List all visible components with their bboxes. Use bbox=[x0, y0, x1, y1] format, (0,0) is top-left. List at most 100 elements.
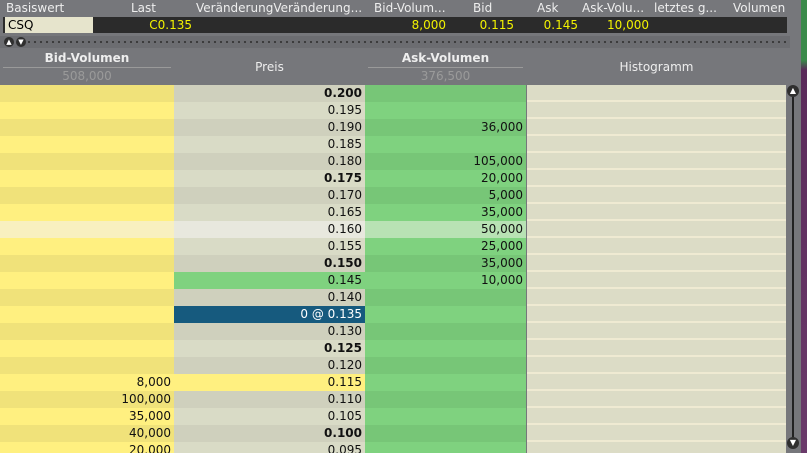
ask-volume-cell[interactable] bbox=[365, 102, 526, 119]
histogram-cell[interactable] bbox=[527, 136, 786, 153]
bid-volume-cell[interactable] bbox=[0, 204, 174, 221]
price-cell[interactable]: 0.145 bbox=[174, 272, 365, 289]
ladder-row[interactable]: 0.150 35,000 bbox=[0, 255, 786, 272]
ladder-row[interactable]: 8,000 0.115 bbox=[0, 374, 786, 391]
ask-volume-cell[interactable]: 36,000 bbox=[365, 119, 526, 136]
histogram-cell[interactable] bbox=[527, 391, 786, 408]
ask-volume-cell[interactable] bbox=[365, 340, 526, 357]
bid-volume-cell[interactable] bbox=[0, 323, 174, 340]
column-price[interactable]: Preis bbox=[255, 60, 284, 74]
ask-volume-cell[interactable] bbox=[365, 289, 526, 306]
header-veraenderung[interactable]: VeränderungVeränderung... bbox=[196, 1, 363, 15]
bid-volume-cell[interactable] bbox=[0, 221, 174, 238]
ask-volume-cell[interactable] bbox=[365, 136, 526, 153]
histogram-cell[interactable] bbox=[527, 289, 786, 306]
bid-volume-cell[interactable] bbox=[0, 102, 174, 119]
scroll-down-icon[interactable]: ▼ bbox=[787, 437, 799, 449]
histogram-cell[interactable] bbox=[527, 119, 786, 136]
ladder-row[interactable]: 0.165 35,000 bbox=[0, 204, 786, 221]
price-cell[interactable]: 0.160 bbox=[174, 221, 365, 238]
bid-volume-cell[interactable] bbox=[0, 289, 174, 306]
collapse-up-icon[interactable]: ▲ bbox=[4, 37, 14, 47]
ladder-row[interactable]: 0.170 5,000 bbox=[0, 187, 786, 204]
price-cell[interactable]: 0.110 bbox=[174, 391, 365, 408]
ask-volume-cell[interactable] bbox=[365, 85, 526, 102]
header-last[interactable]: Last bbox=[131, 1, 156, 15]
ask-volume-cell[interactable]: 25,000 bbox=[365, 238, 526, 255]
histogram-cell[interactable] bbox=[527, 221, 786, 238]
price-cell[interactable]: 0.140 bbox=[174, 289, 365, 306]
price-cell[interactable]: 0 @ 0.135 bbox=[174, 306, 365, 323]
histogram-cell[interactable] bbox=[527, 170, 786, 187]
histogram-cell[interactable] bbox=[527, 85, 786, 102]
ladder-row[interactable]: 100,000 0.110 bbox=[0, 391, 786, 408]
bid-volume-cell[interactable]: 35,000 bbox=[0, 408, 174, 425]
ladder-row[interactable]: 0.185 bbox=[0, 136, 786, 153]
bid-volume-cell[interactable] bbox=[0, 153, 174, 170]
histogram-cell[interactable] bbox=[527, 102, 786, 119]
bid-volume-cell[interactable]: 20,000 bbox=[0, 442, 174, 453]
splitter[interactable]: ▲ ▼ bbox=[0, 36, 790, 48]
ask-volume-cell[interactable] bbox=[365, 323, 526, 340]
header-bid-volume[interactable]: Bid-Volum... bbox=[374, 1, 446, 15]
header-ask-volume[interactable]: Ask-Volu... bbox=[582, 1, 645, 15]
quote-row[interactable]: CSQ C0.135 8,000 0.115 0.145 10,000 bbox=[3, 17, 787, 33]
bid-volume-cell[interactable]: 100,000 bbox=[0, 391, 174, 408]
ask-volume-cell[interactable] bbox=[365, 306, 526, 323]
ladder-row[interactable]: 0.200 bbox=[0, 85, 786, 102]
histogram-cell[interactable] bbox=[527, 374, 786, 391]
ladder-row[interactable]: 0.145 10,000 bbox=[0, 272, 786, 289]
ask-volume-cell[interactable] bbox=[365, 374, 526, 391]
histogram-cell[interactable] bbox=[527, 306, 786, 323]
ask-volume-cell[interactable]: 35,000 bbox=[365, 255, 526, 272]
bid-volume-cell[interactable] bbox=[0, 238, 174, 255]
ask-volume-cell[interactable]: 105,000 bbox=[365, 153, 526, 170]
bid-volume-cell[interactable] bbox=[0, 136, 174, 153]
histogram-cell[interactable] bbox=[527, 323, 786, 340]
bid-volume-cell[interactable] bbox=[0, 272, 174, 289]
histogram-cell[interactable] bbox=[527, 238, 786, 255]
bid-volume-cell[interactable] bbox=[0, 357, 174, 374]
symbol-cell[interactable]: CSQ bbox=[5, 17, 93, 33]
price-cell[interactable]: 0.155 bbox=[174, 238, 365, 255]
price-cell[interactable]: 0.125 bbox=[174, 340, 365, 357]
ladder-row[interactable]: 35,000 0.105 bbox=[0, 408, 786, 425]
histogram-cell[interactable] bbox=[527, 357, 786, 374]
price-cell[interactable]: 0.170 bbox=[174, 187, 365, 204]
price-cell[interactable]: 0.200 bbox=[174, 85, 365, 102]
bid-volume-cell[interactable]: 8,000 bbox=[0, 374, 174, 391]
header-basiswert[interactable]: Basiswert bbox=[6, 1, 65, 15]
ladder-row[interactable]: 0.160 50,000 bbox=[0, 221, 786, 238]
ask-volume-cell[interactable] bbox=[365, 425, 526, 442]
column-ask-volume[interactable]: Ask-Volumen 376,500 bbox=[365, 50, 526, 85]
bid-volume-cell[interactable] bbox=[0, 340, 174, 357]
scroll-up-icon[interactable]: ▲ bbox=[787, 85, 799, 97]
ladder-row[interactable]: 20,000 0.095 bbox=[0, 442, 786, 453]
column-bid-volume[interactable]: Bid-Volumen 508,000 bbox=[0, 50, 174, 85]
ladder-row[interactable]: 0.180 105,000 bbox=[0, 153, 786, 170]
ask-volume-cell[interactable]: 50,000 bbox=[365, 221, 526, 238]
histogram-cell[interactable] bbox=[527, 442, 786, 453]
header-letztes[interactable]: letztes g... bbox=[654, 1, 717, 15]
price-cell[interactable]: 0.100 bbox=[174, 425, 365, 442]
ask-volume-cell[interactable]: 5,000 bbox=[365, 187, 526, 204]
header-ask[interactable]: Ask bbox=[537, 1, 559, 15]
ladder-row[interactable]: 40,000 0.100 bbox=[0, 425, 786, 442]
price-cell[interactable]: 0.130 bbox=[174, 323, 365, 340]
ladder-row[interactable]: 0.125 bbox=[0, 340, 786, 357]
bid-volume-cell[interactable] bbox=[0, 187, 174, 204]
price-cell[interactable]: 0.190 bbox=[174, 119, 365, 136]
price-cell[interactable]: 0.175 bbox=[174, 170, 365, 187]
histogram-cell[interactable] bbox=[527, 153, 786, 170]
ladder-row[interactable]: 0 @ 0.135 bbox=[0, 306, 786, 323]
ask-volume-cell[interactable]: 20,000 bbox=[365, 170, 526, 187]
bid-volume-cell[interactable] bbox=[0, 85, 174, 102]
ask-volume-cell[interactable]: 35,000 bbox=[365, 204, 526, 221]
price-cell[interactable]: 0.095 bbox=[174, 442, 365, 453]
bid-volume-cell[interactable] bbox=[0, 119, 174, 136]
ask-volume-cell[interactable] bbox=[365, 357, 526, 374]
vertical-scrollbar[interactable]: ▲ ▼ bbox=[787, 85, 799, 453]
histogram-cell[interactable] bbox=[527, 204, 786, 221]
histogram-cell[interactable] bbox=[527, 408, 786, 425]
price-cell[interactable]: 0.150 bbox=[174, 255, 365, 272]
